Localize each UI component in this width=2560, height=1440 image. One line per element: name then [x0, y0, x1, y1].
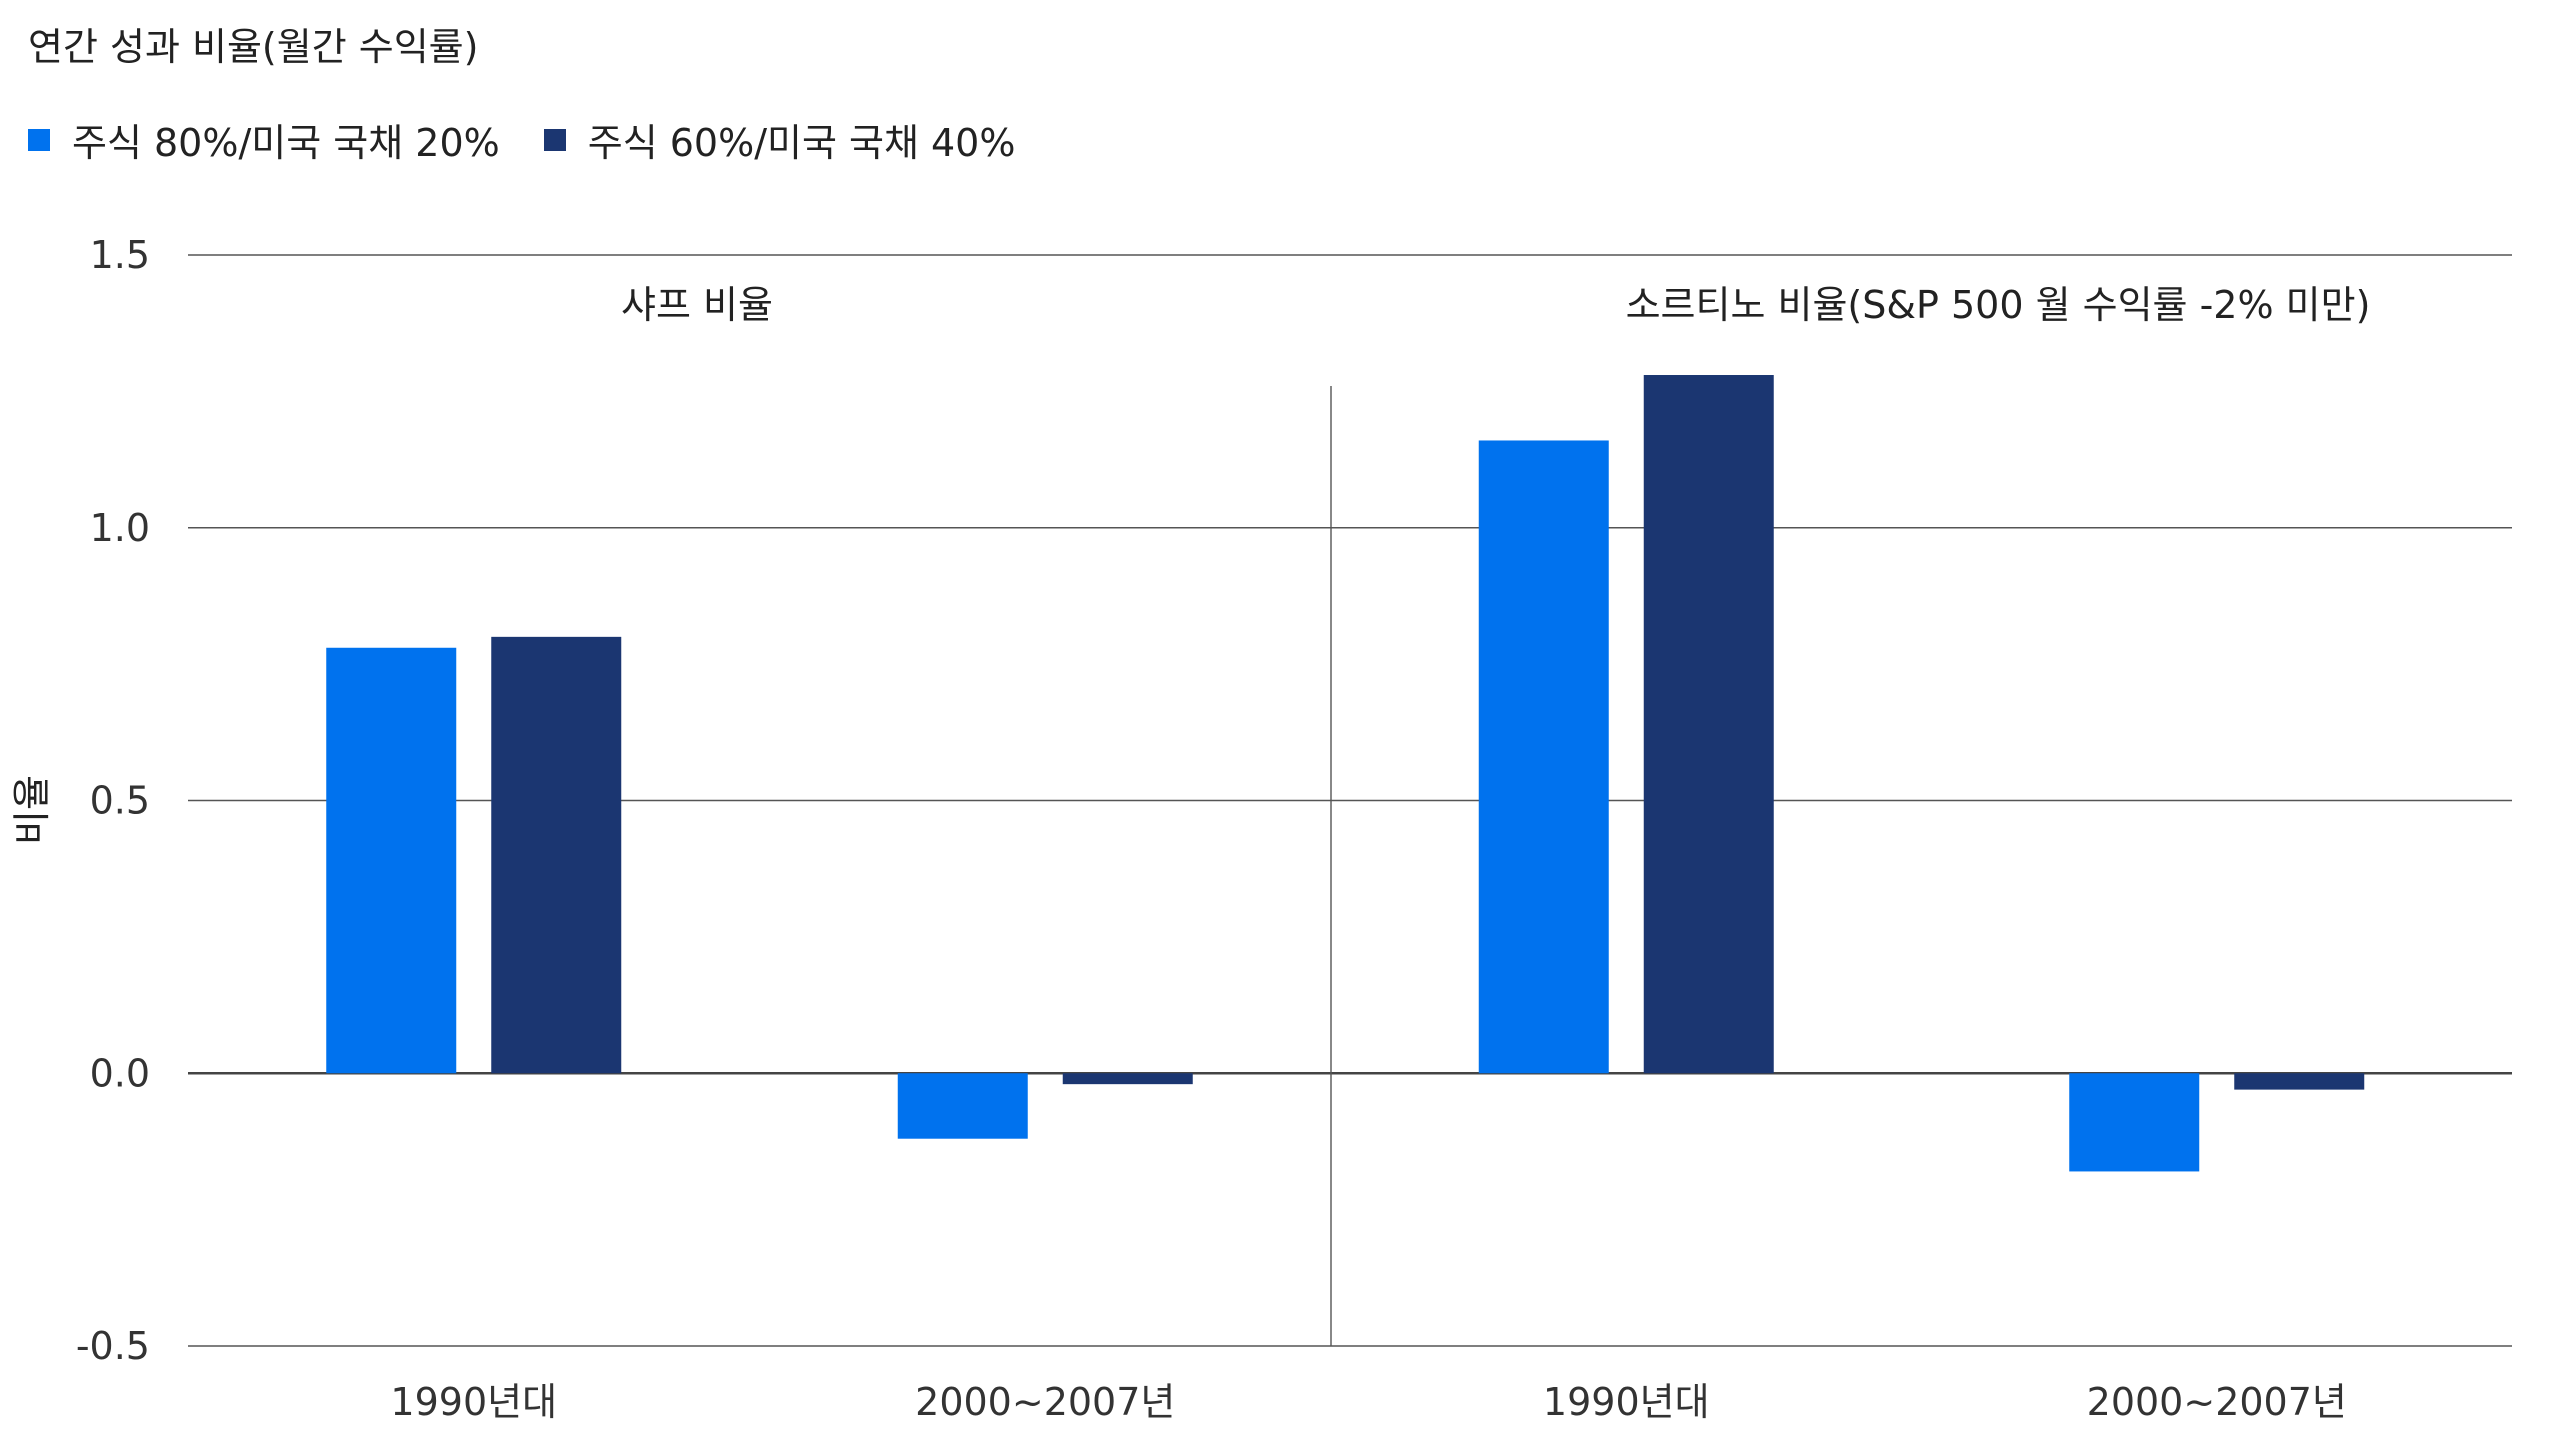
panel-1: 샤프 비율 1990년대 2000~2007년 — [326, 283, 1193, 1424]
bar-series2 — [1062, 1073, 1193, 1085]
bar-series1 — [326, 647, 457, 1074]
legend: 주식 80%/미국 국채 20% 주식 60%/미국 국채 40% — [28, 112, 1059, 167]
bar-series2 — [2234, 1073, 2365, 1090]
bar-series1 — [897, 1073, 1028, 1139]
x-tick-label: 1990년대 — [390, 1380, 557, 1424]
legend-label-series2: 주식 60%/미국 국채 40% — [587, 121, 1016, 165]
y-tick-label: 1.0 — [90, 506, 150, 550]
legend-item-series1: 주식 80%/미국 국채 20% — [28, 112, 500, 167]
y-tick-label: 0.0 — [90, 1051, 150, 1095]
x-tick-label: 2000~2007년 — [2087, 1380, 2347, 1424]
legend-swatch-series1 — [28, 128, 50, 151]
bar-series1 — [2069, 1073, 2200, 1172]
bar-series2 — [491, 636, 622, 1074]
panel-title: 샤프 비율 — [621, 283, 773, 327]
y-tick-label: 1.5 — [90, 233, 150, 277]
bar-series1 — [1478, 440, 1609, 1074]
legend-swatch-series2 — [543, 128, 566, 151]
panel-title: 소르티노 비율(S&P 500 월 수익률 -2% 미만) — [1626, 283, 2371, 327]
x-tick-label: 1990년대 — [1543, 1380, 1710, 1424]
panel-2: 소르티노 비율(S&P 500 월 수익률 -2% 미만) 1990년대 2000~… — [1478, 283, 2371, 1424]
y-axis-label: 비율 — [10, 775, 54, 845]
legend-item-series2: 주식 60%/미국 국채 40% — [543, 112, 1016, 167]
x-tick-label: 2000~2007년 — [915, 1380, 1175, 1424]
bar-series2 — [1643, 375, 1774, 1074]
legend-label-series1: 주식 80%/미국 국채 20% — [72, 121, 500, 165]
chart-title: 연간 성과 비율(월간 수익률) — [28, 25, 479, 69]
y-axis-ticks: 1.5 1.0 0.5 0.0 -0.5 — [76, 233, 150, 1368]
y-tick-label: 0.5 — [90, 779, 150, 823]
y-tick-label: -0.5 — [76, 1324, 150, 1368]
